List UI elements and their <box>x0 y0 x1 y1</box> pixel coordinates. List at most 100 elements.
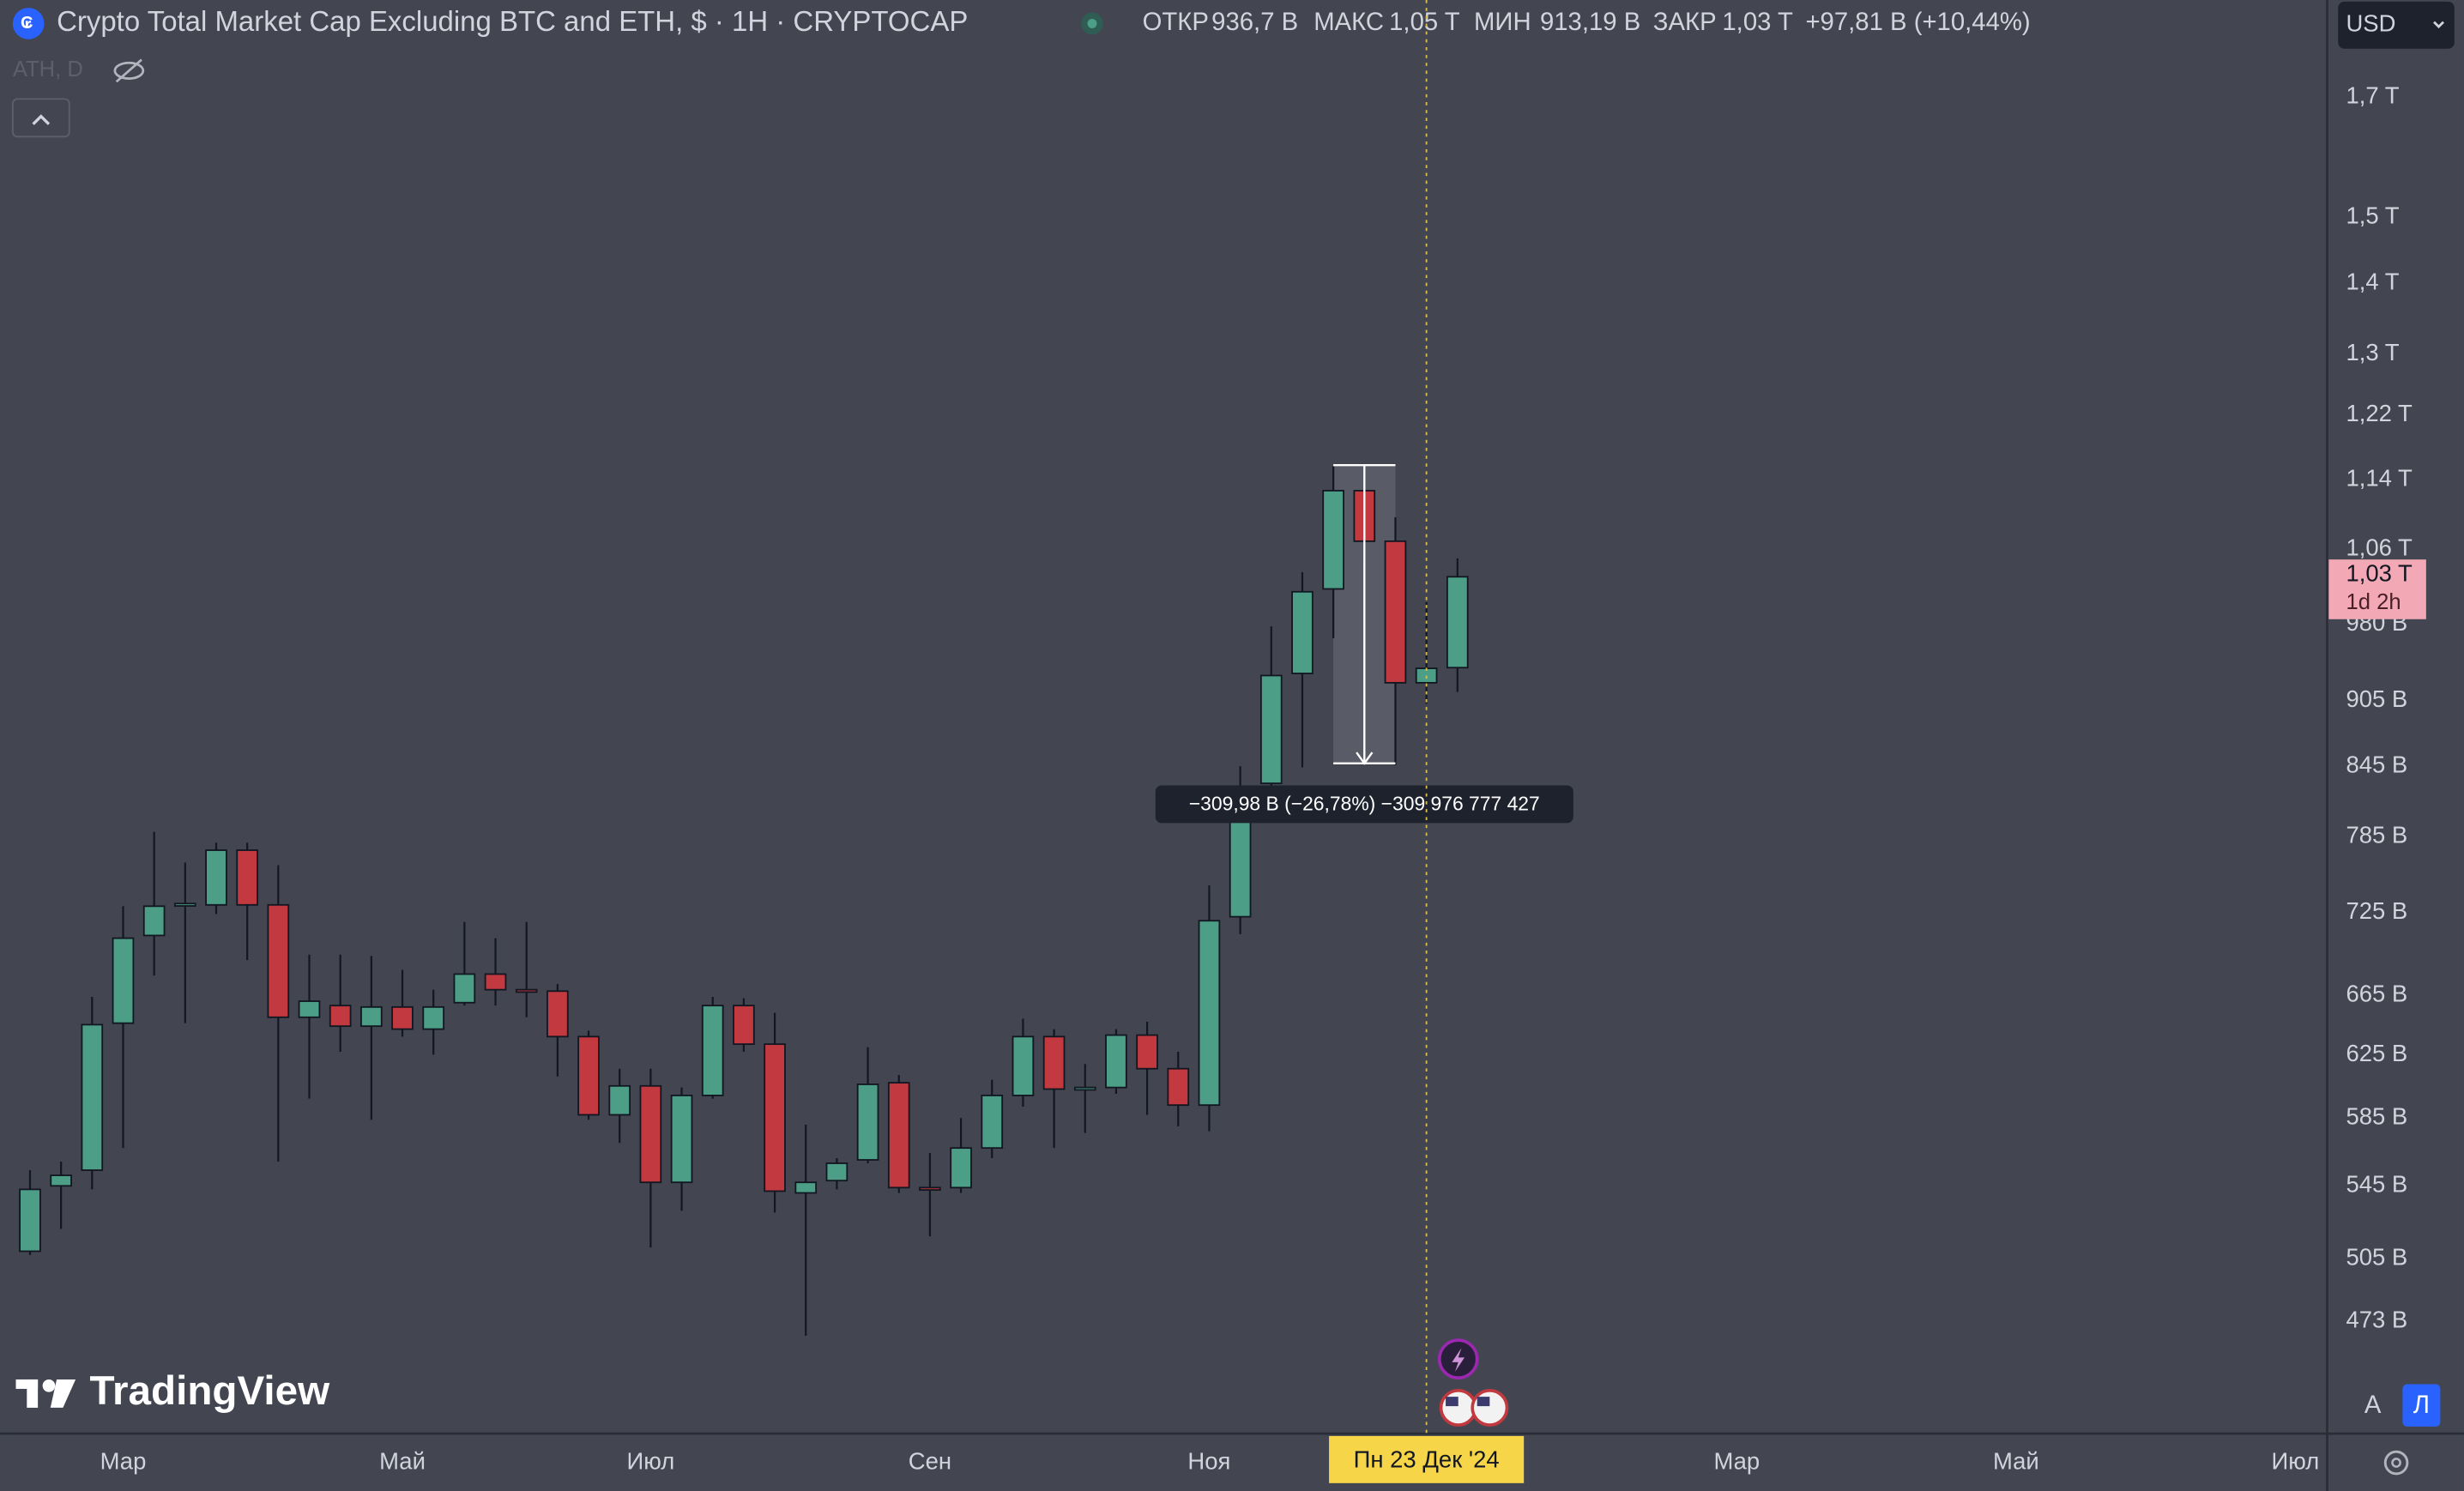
x-tick-label: Июл <box>626 1447 674 1474</box>
close-value: 1,03 T <box>1722 8 1793 36</box>
eye-icon <box>113 61 145 80</box>
candle-body <box>50 1174 72 1187</box>
open-label: ОТКР <box>1143 8 1209 36</box>
log-scale-box <box>2402 1384 2441 1427</box>
flag-icon <box>1439 1388 1477 1427</box>
candle-body <box>391 1005 414 1030</box>
event-bolt <box>1452 1348 1465 1372</box>
candle-body <box>764 1043 786 1192</box>
candle-body <box>81 1023 104 1171</box>
currency-label: USD <box>2346 10 2395 37</box>
candle-body <box>1322 490 1344 590</box>
eye-strike <box>115 58 142 83</box>
symbol-logo <box>12 8 45 39</box>
candle-body <box>1105 1034 1127 1089</box>
candle-body <box>547 990 569 1038</box>
low-label: МИН <box>1474 8 1531 36</box>
y-tick-label: 545 B <box>2346 1171 2407 1198</box>
candle-body <box>19 1188 41 1253</box>
candle-body <box>1291 590 1314 674</box>
settings-button[interactable] <box>2383 1450 2409 1476</box>
candle-body <box>1446 576 1469 669</box>
watermark-text: TradingView <box>90 1368 331 1414</box>
high-value: 1,05 T <box>1389 8 1460 36</box>
y-tick-label: 1,7 T <box>2346 82 2399 109</box>
flag-canton <box>1446 1397 1458 1407</box>
candle-body <box>453 973 476 1004</box>
x-tick-label: Ноя <box>1187 1447 1230 1474</box>
candle-body <box>1167 1067 1190 1107</box>
y-tick-label: 625 B <box>2346 1040 2407 1066</box>
log-scale-button[interactable]: Л <box>2413 1391 2430 1419</box>
candle-body <box>1229 806 1252 918</box>
candle-body <box>794 1181 818 1194</box>
collapse-chevron <box>32 114 51 125</box>
candle-body <box>422 1005 445 1030</box>
candle-body <box>887 1082 910 1189</box>
candle-body <box>670 1095 693 1184</box>
x-tick-label: Июл <box>2272 1447 2320 1474</box>
currency-chevron <box>2433 21 2444 29</box>
y-tick-label: 1,5 T <box>2346 202 2399 228</box>
candle-body <box>1042 1035 1066 1090</box>
price-tag-label: 1,03 T <box>2346 560 2413 587</box>
candle-body <box>733 1005 755 1046</box>
candle-body <box>701 1005 724 1096</box>
candle-body <box>515 988 538 993</box>
flag-canton <box>1477 1397 1490 1407</box>
currency-box <box>2338 1 2455 49</box>
candle-body <box>267 903 290 1018</box>
plot-area <box>19 463 1469 1336</box>
y-tick-label: 1,3 T <box>2346 339 2399 365</box>
hide-indicator-button[interactable] <box>113 58 145 83</box>
candle-body <box>329 1005 352 1028</box>
currency-select[interactable]: USD <box>2338 1 2455 49</box>
x-tick-label: Май <box>379 1447 426 1474</box>
candle-body <box>142 905 166 937</box>
change-value: +97,81 B (+10,44%) <box>1805 8 2030 36</box>
logo-stem <box>27 1379 39 1408</box>
gear-hub <box>2391 1458 2401 1468</box>
close-label: ЗАКР <box>1653 8 1717 36</box>
price-tag-box <box>2328 559 2426 619</box>
candle-body <box>1259 674 1283 785</box>
y-tick-label: 725 B <box>2346 897 2407 924</box>
candle-body <box>577 1035 600 1116</box>
chart-title: Crypto Total Market Cap Excluding BTC an… <box>57 5 968 37</box>
gear-ring <box>2383 1450 2409 1476</box>
candle-body <box>205 849 227 906</box>
auto-scale-button[interactable]: A <box>2364 1391 2382 1419</box>
crosshair-date: Пн 23 Дек '24 <box>1354 1446 1500 1472</box>
low-value: 913,19 B <box>1540 8 1640 36</box>
symbol-logo-glyph: ₢ <box>21 14 33 33</box>
collapse-button[interactable] <box>11 98 70 138</box>
y-tick-label: 845 B <box>2346 751 2407 777</box>
candle-body <box>856 1084 879 1161</box>
candle-body <box>1136 1034 1158 1070</box>
candle-body <box>298 1000 321 1018</box>
high-label: МАКС <box>1314 8 1384 36</box>
y-tick-label: 785 B <box>2346 822 2407 848</box>
candle-body <box>950 1147 972 1189</box>
y-tick-label: 1,14 T <box>2346 464 2413 491</box>
candle-body <box>608 1084 631 1116</box>
y-tick-label: 1,22 T <box>2346 400 2413 426</box>
logo-slash <box>50 1379 76 1408</box>
candle-body <box>1012 1035 1035 1096</box>
event-icons[interactable] <box>1437 1338 1509 1427</box>
candle-body <box>981 1095 1004 1150</box>
price-tag-countdown: 1d 2h <box>2346 590 2401 614</box>
x-tick-label: Мар <box>100 1447 147 1474</box>
candle-body <box>360 1005 383 1028</box>
candle-body <box>112 937 135 1024</box>
y-tick-label: 1,4 T <box>2346 268 2399 294</box>
measure-arrowhead <box>1356 752 1374 765</box>
market-status-dot <box>1087 18 1097 28</box>
y-tick-label: 1,06 T <box>2346 534 2413 561</box>
y-tick-label: 585 B <box>2346 1103 2407 1130</box>
logo-dot <box>42 1379 56 1392</box>
crosshair-date-box <box>1329 1435 1525 1483</box>
